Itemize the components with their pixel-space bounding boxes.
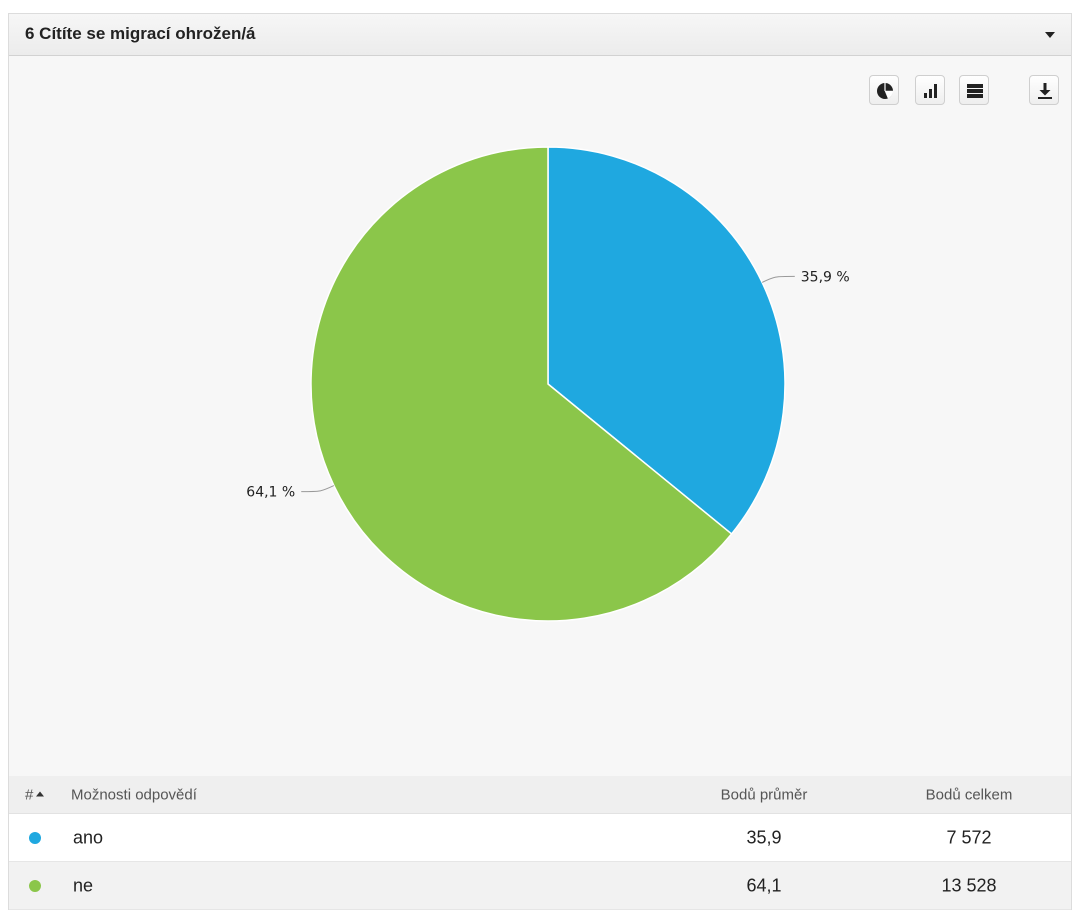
bar-chart-button[interactable] [915,75,945,105]
avg-value: 35,9 [746,827,782,847]
options-header[interactable]: Možnosti odpovědí [71,786,197,803]
color-dot-icon [29,831,41,844]
pie-slice-ano[interactable] [547,146,786,535]
download-button[interactable] [1029,75,1059,105]
total-header[interactable]: Bodů celkem [925,786,1013,803]
pie-chart-button[interactable] [869,75,899,105]
label-connector [301,485,335,493]
label-connector [761,275,795,283]
pie-chart: 35,9 % 64,1 % [246,146,850,622]
answer-label: ano [73,827,104,847]
sort-asc-icon [36,791,45,796]
chevron-down-icon[interactable] [1045,32,1055,38]
avg-header[interactable]: Bodů průměr [720,786,808,803]
table-view-button[interactable] [959,75,989,105]
total-value: 7 572 [946,827,992,847]
color-dot-icon [29,879,41,892]
question-panel: 6 Cítíte se migrací ohrožen/á [8,13,1072,910]
total-value: 13 528 [941,875,997,895]
bar-chart-icon [924,84,937,98]
avg-value: 64,1 [746,875,782,895]
table-row: ne 64,1 13 528 [9,862,1071,910]
table-view-icon [967,84,983,98]
pie-chart-icon [877,83,894,99]
download-icon [1038,83,1052,99]
answer-label: ne [73,875,94,895]
panel-header[interactable]: 6 Cítíte se migrací ohrožen/á [9,14,1071,56]
sort-column-header[interactable]: # [25,786,45,803]
data-label: 64,1 % [246,485,295,501]
pie-slice-ne[interactable] [310,146,733,622]
hash-header-label: # [25,786,34,803]
question-title: 6 Cítíte se migrací ohrožen/á [25,24,256,43]
table-row: ano 35,9 7 572 [9,814,1071,862]
results-table: # Možnosti odpovědí Bodů průměr Bodů cel… [9,776,1071,910]
data-label: 35,9 % [801,269,850,285]
table-header: # Možnosti odpovědí Bodů průměr Bodů cel… [9,776,1071,814]
